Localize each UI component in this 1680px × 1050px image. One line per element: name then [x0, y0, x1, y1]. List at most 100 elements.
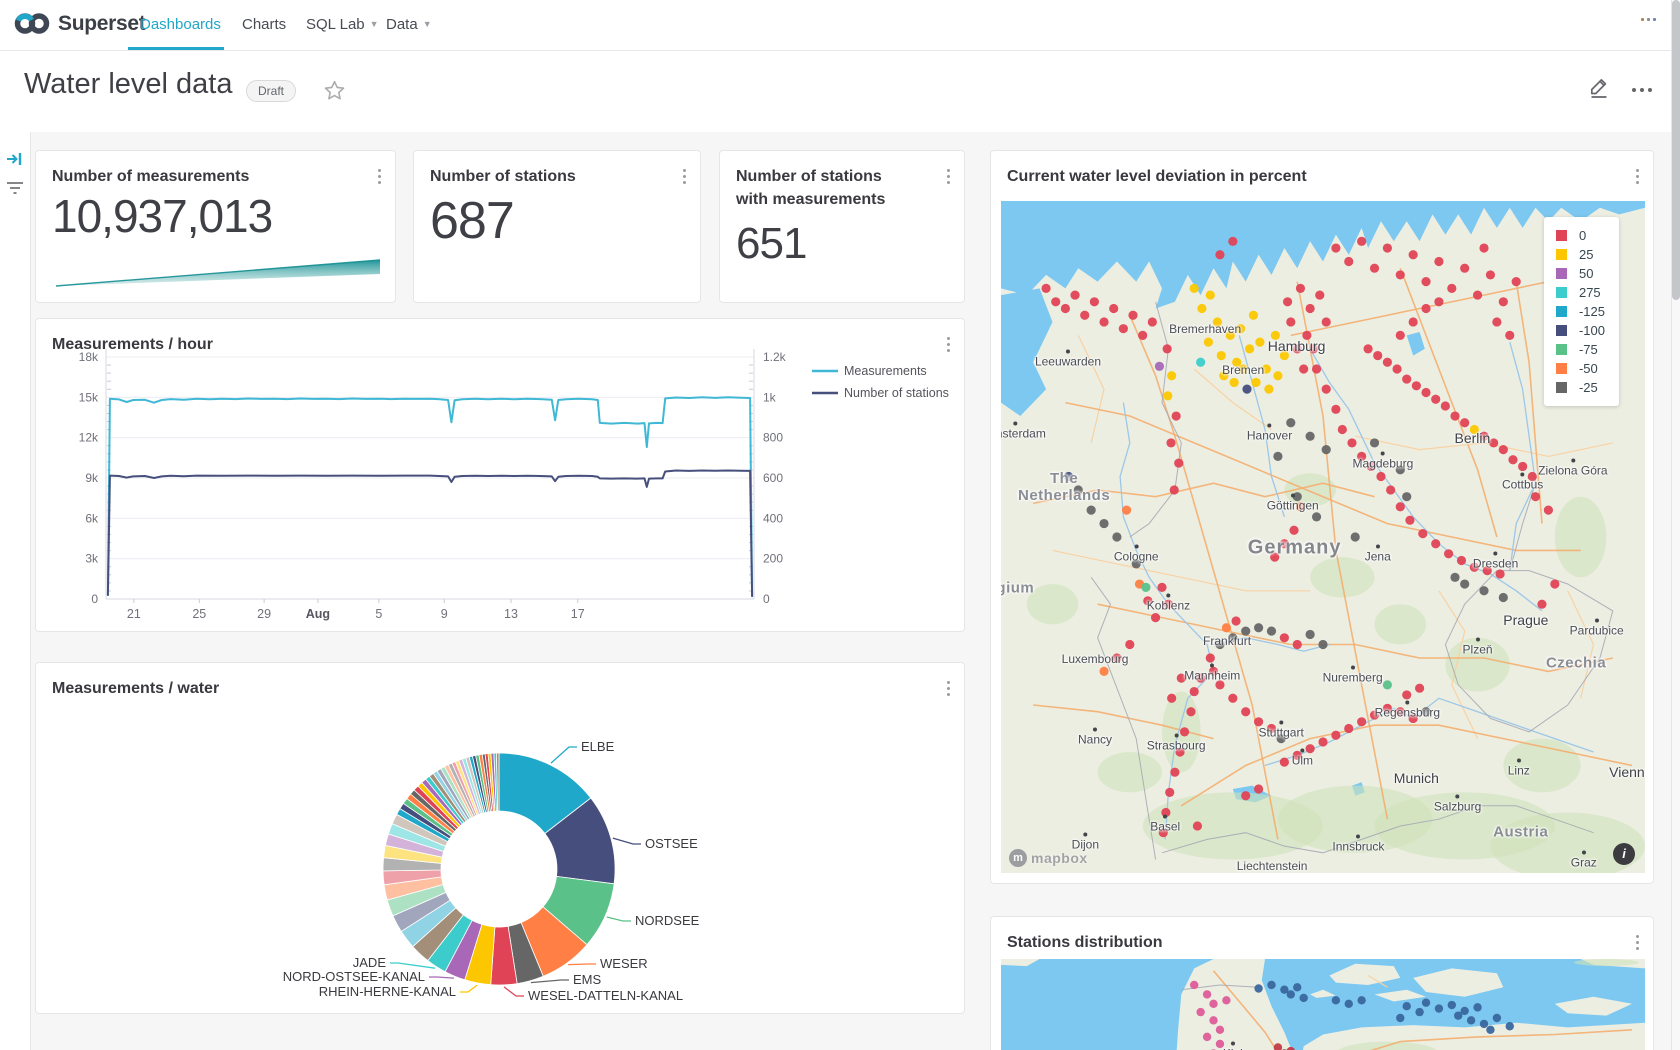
station-dot	[1395, 270, 1405, 280]
station-dot	[1469, 424, 1479, 435]
slice-label: WESEL-DATTELN-KANAL	[528, 988, 683, 1003]
station-dot	[1357, 451, 1367, 461]
station-dot	[1158, 828, 1168, 838]
filter-icon[interactable]	[5, 180, 25, 201]
legend-item[interactable]: 275	[1555, 283, 1605, 302]
map-info-icon[interactable]: i	[1613, 843, 1635, 865]
deviation-scatter-map[interactable]: Leeuwarden Amsterdam The Netherlands Belgiu…	[1001, 201, 1645, 873]
legend-label[interactable]: Number of stations	[844, 386, 949, 400]
y-axis-left-tick: 3k	[85, 552, 99, 566]
station-dot	[1308, 344, 1318, 354]
navbar-overflow-menu[interactable]	[1641, 18, 1656, 21]
edit-dashboard-icon[interactable]	[1588, 76, 1610, 104]
chart-title: Stations distribution	[1007, 934, 1163, 951]
station-dot	[1157, 582, 1167, 592]
kpi-value: 10,937,013	[52, 190, 273, 242]
station-dot	[1176, 673, 1186, 683]
card-menu[interactable]	[1634, 167, 1641, 186]
station-dot	[1208, 666, 1219, 676]
kpi-value: 687	[430, 192, 515, 250]
legend-value: -125	[1578, 304, 1605, 319]
legend-item[interactable]: 50	[1555, 264, 1605, 283]
legend-swatch	[1555, 382, 1567, 393]
legend-item[interactable]: 0	[1555, 226, 1605, 245]
legend-item[interactable]: 25	[1555, 245, 1605, 264]
station-dot	[1434, 256, 1444, 267]
station-dot	[1292, 639, 1302, 650]
nav-charts[interactable]: Charts	[242, 16, 287, 33]
station-dot	[1382, 703, 1392, 713]
legend-item[interactable]: -50	[1555, 359, 1605, 378]
chevron-down-icon: ▼	[369, 19, 379, 29]
y-axis-right-tick: 0	[763, 592, 770, 606]
station-dot	[1305, 303, 1315, 314]
station-dot	[1254, 984, 1263, 993]
map-city-label: Germany	[1247, 536, 1342, 559]
station-dot	[1331, 243, 1341, 253]
card-menu[interactable]	[376, 167, 383, 186]
station-dot	[1421, 998, 1431, 1007]
legend-item[interactable]: -125	[1555, 302, 1605, 321]
station-dot	[1147, 317, 1157, 327]
station-dot	[1386, 485, 1396, 495]
station-dot	[1196, 357, 1206, 367]
legend-item[interactable]: -75	[1555, 340, 1605, 359]
legend-item[interactable]: -25	[1555, 378, 1605, 397]
station-dot	[1527, 471, 1537, 482]
station-dot	[1431, 539, 1441, 549]
y-axis-left-tick: 9k	[85, 471, 99, 485]
map-city-label: Belgium	[1001, 579, 1035, 597]
station-dot	[1266, 723, 1277, 734]
station-dot	[1060, 303, 1070, 314]
page-scrollbar[interactable]	[1671, 0, 1680, 1050]
map-city-label: Ulm	[1292, 748, 1313, 768]
station-dot	[1518, 461, 1528, 472]
map-city-label: Czechia	[1545, 654, 1607, 672]
nav-data[interactable]: Data ▼	[386, 16, 432, 33]
station-dot	[1070, 290, 1080, 300]
station-dot	[1350, 532, 1360, 542]
legend-swatch	[1555, 287, 1567, 298]
stations-scatter-map[interactable]: KielRostock	[1001, 959, 1645, 1050]
card-menu[interactable]	[945, 167, 952, 186]
station-dot	[1431, 394, 1441, 404]
dashboard-actions-menu[interactable]	[1632, 88, 1652, 92]
mapbox-logo[interactable]: m mapbox	[1009, 849, 1088, 867]
nav-sql-lab[interactable]: SQL Lab ▼	[306, 16, 379, 33]
station-dot	[1131, 559, 1141, 569]
station-dot	[1415, 683, 1425, 693]
card-menu[interactable]	[1634, 933, 1641, 952]
station-dot	[1318, 639, 1328, 650]
measurements-per-water-card: Measurements / water ELBE OSTSEE NORDSEE WE…	[35, 662, 965, 1014]
draft-badge: Draft	[246, 80, 297, 102]
nav-dashboards[interactable]: Dashboards	[140, 16, 221, 33]
map-city-label: Cottbus	[1502, 472, 1543, 491]
station-dot	[1479, 243, 1489, 253]
map-city-label: Innsbruck	[1332, 834, 1384, 854]
station-dot	[1080, 310, 1090, 320]
favorite-star-icon[interactable]	[324, 80, 345, 106]
station-dot	[1331, 730, 1341, 740]
slice-label: NORDSEE	[635, 913, 700, 928]
legend-label[interactable]: Measurements	[844, 364, 927, 378]
station-dot	[1366, 461, 1376, 472]
station-dot	[1293, 983, 1302, 992]
expand-filter-bar-icon[interactable]	[5, 150, 25, 173]
superset-brand[interactable]: Superset	[14, 10, 146, 37]
station-dot	[1189, 686, 1199, 697]
station-dot	[1405, 515, 1415, 525]
map-city-label: Hamburg	[1267, 338, 1326, 355]
station-dot	[1508, 455, 1518, 465]
station-dot	[1363, 344, 1373, 354]
legend-item[interactable]: -100	[1555, 321, 1605, 340]
card-menu[interactable]	[945, 335, 952, 354]
map-city-label: Koblenz	[1147, 593, 1190, 612]
card-menu[interactable]	[681, 167, 688, 186]
scrollbar-thumb[interactable]	[1672, 0, 1680, 300]
station-dot	[1337, 424, 1347, 435]
station-dot	[1530, 492, 1541, 502]
card-menu[interactable]	[945, 679, 952, 698]
station-dot	[1299, 993, 1308, 1003]
station-dot	[1203, 337, 1213, 347]
